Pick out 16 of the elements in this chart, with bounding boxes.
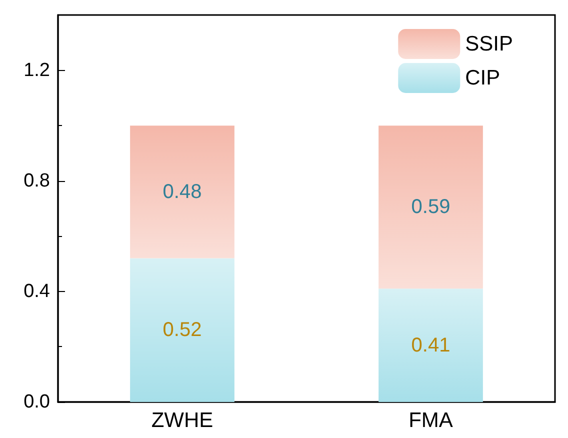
data-label: 0.41 <box>411 334 450 356</box>
data-label: 0.59 <box>411 196 450 218</box>
data-label: 0.48 <box>162 180 202 203</box>
y-tick-label: 0.8 <box>24 170 50 192</box>
bar <box>378 288 483 402</box>
y-tick-label: 1.2 <box>24 60 50 81</box>
bar <box>130 126 234 258</box>
bar <box>130 258 234 402</box>
data-label: 0.52 <box>162 319 202 342</box>
bar <box>378 126 483 289</box>
x-tick-label: ZWHE <box>151 409 214 432</box>
y-tick-label: 0.4 <box>24 280 50 302</box>
x-tick-label: FMA <box>408 409 453 432</box>
y-tick-label: 0.0 <box>24 392 50 412</box>
legend-label: CIP <box>465 66 500 90</box>
legend-label: SSIP <box>465 32 514 56</box>
